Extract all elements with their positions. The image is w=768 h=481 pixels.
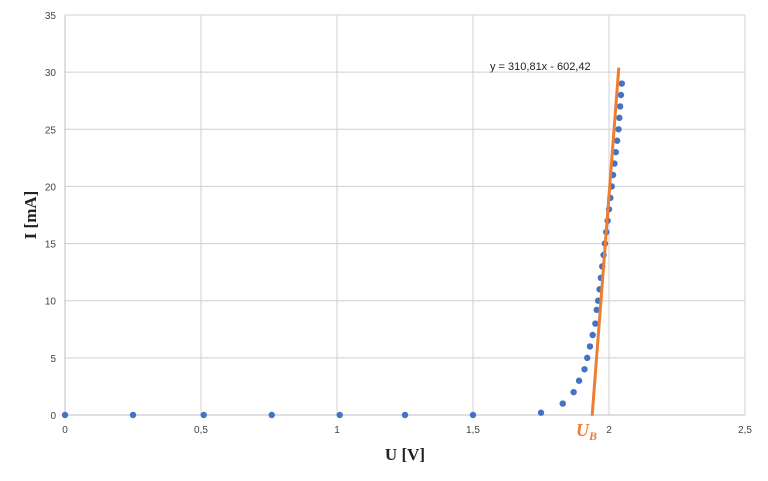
data-point	[401, 411, 409, 419]
y-tick-label: 5	[50, 354, 56, 365]
data-point	[586, 343, 594, 350]
trendline-equation: y = 310,81x - 602,42	[490, 61, 591, 73]
data-point	[200, 411, 207, 419]
trendline	[590, 67, 621, 416]
ub-main-text: U	[576, 420, 590, 440]
data-point	[268, 411, 275, 419]
data-point	[592, 320, 599, 327]
data-point	[593, 306, 600, 314]
y-tick-label: 30	[45, 68, 57, 79]
data-point	[612, 148, 619, 156]
x-tick-label: 1,5	[466, 425, 480, 436]
data-point	[618, 80, 625, 87]
ub-marker-label: UB	[576, 420, 597, 443]
data-point	[617, 91, 625, 99]
x-tick-label: 0,5	[194, 425, 208, 436]
y-tick-label: 0	[50, 411, 56, 422]
trendline-group	[590, 67, 621, 416]
y-tick-label: 10	[45, 297, 57, 308]
data-point	[589, 331, 596, 339]
data-point	[616, 114, 623, 122]
x-tick-label: 0	[62, 425, 68, 436]
gridlines	[65, 14, 746, 415]
data-point	[581, 366, 588, 373]
data-points	[61, 80, 625, 419]
data-point	[336, 411, 343, 419]
x-tick-labels: 0 0,5 1 1,5 2 2,5	[62, 425, 752, 436]
data-point	[559, 400, 566, 407]
data-point	[613, 137, 621, 144]
data-point	[570, 388, 577, 396]
x-axis-title: U [V]	[385, 445, 425, 464]
data-point	[575, 377, 583, 384]
x-tick-label: 1	[334, 425, 340, 436]
data-point	[537, 409, 545, 416]
data-point	[615, 126, 622, 133]
y-tick-labels: 0 5 10 15 20 25 30 35	[45, 11, 57, 422]
data-point	[584, 354, 591, 362]
y-tick-label: 20	[45, 182, 57, 193]
data-point	[469, 411, 477, 419]
x-tick-label: 2	[606, 425, 612, 436]
y-axis-title: I [mA]	[21, 191, 40, 240]
y-tick-label: 15	[45, 240, 57, 251]
y-tick-label: 35	[45, 11, 57, 22]
y-tick-label: 25	[45, 125, 57, 136]
data-point	[616, 103, 624, 110]
ub-subscript-text: B	[588, 429, 597, 443]
axes	[64, 15, 745, 416]
data-point	[129, 411, 137, 419]
data-point	[61, 411, 69, 419]
x-tick-label: 2,5	[738, 425, 752, 436]
